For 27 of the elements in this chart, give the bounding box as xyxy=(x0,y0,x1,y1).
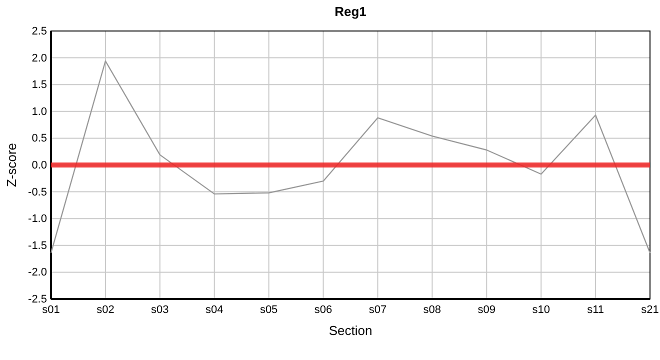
y-tick-label: 1.0 xyxy=(32,106,47,118)
chart-title: Reg1 xyxy=(334,4,366,19)
x-tick-label: s01 xyxy=(42,304,60,316)
x-tick-label: s04 xyxy=(205,304,224,316)
x-tick-label: s05 xyxy=(260,304,278,316)
x-tick-label: s03 xyxy=(151,304,169,316)
x-tick-label: s11 xyxy=(587,304,604,316)
x-tick-label: s02 xyxy=(96,304,114,316)
x-tick-label: s07 xyxy=(368,304,387,316)
y-tick-label: 0.0 xyxy=(32,160,47,172)
y-tick-label: 2.5 xyxy=(32,26,47,38)
line-series xyxy=(50,60,651,254)
x-tick-label: s06 xyxy=(314,304,332,316)
y-tick-label: -2.5 xyxy=(28,294,47,306)
y-tick-label: -0.5 xyxy=(28,186,47,198)
y-tick-label: 2.0 xyxy=(32,52,47,64)
x-tick-label: s21 xyxy=(641,304,659,316)
x-tick-label: s08 xyxy=(423,304,442,316)
y-axis-title: Z-score xyxy=(4,142,19,188)
y-tick-label: -1.5 xyxy=(28,240,47,252)
y-tick-label: 1.5 xyxy=(32,79,47,92)
y-tick-label: 0.5 xyxy=(32,132,47,145)
y-tick-label: -2.0 xyxy=(28,266,47,279)
x-tick-label: s09 xyxy=(478,304,496,316)
x-axis-title: Section xyxy=(328,323,372,338)
y-tick-label: -1.0 xyxy=(28,213,47,226)
x-tick-label: s10 xyxy=(532,304,550,316)
